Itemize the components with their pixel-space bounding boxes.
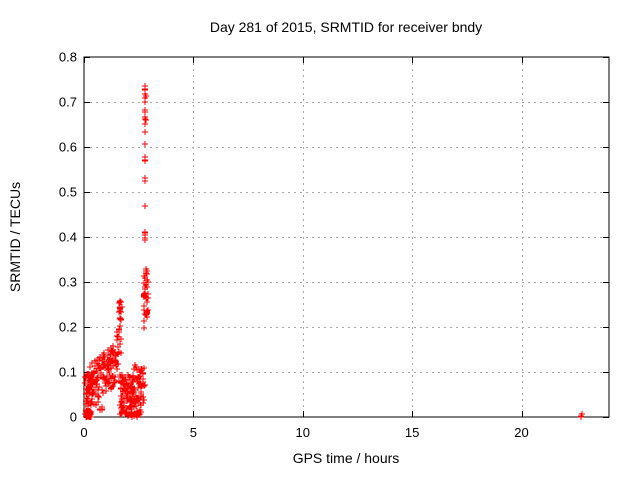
x-tick-label: 15 xyxy=(405,425,419,440)
y-tick-label: 0.1 xyxy=(59,365,77,380)
y-tick-label: 0.3 xyxy=(59,275,77,290)
grid-lines xyxy=(84,57,609,417)
y-tick-label: 0.4 xyxy=(59,230,77,245)
plot-frame xyxy=(83,56,610,418)
y-tick-label: 0.5 xyxy=(59,185,77,200)
y-tick-label: 0.7 xyxy=(59,95,77,110)
y-tick-label: 0.2 xyxy=(59,320,77,335)
y-axis-label: SRMTID / TECUs xyxy=(7,182,23,292)
x-tick-label: 5 xyxy=(190,425,197,440)
x-axis-label: GPS time / hours xyxy=(293,450,400,466)
y-tick-label: 0 xyxy=(70,410,77,425)
axis-tick-labels: 0 5 10 15 20 0 0.1 0.2 0.3 0.4 0.5 0.6 0.7 0.8 xyxy=(59,50,529,441)
x-tick-label: 10 xyxy=(296,425,310,440)
y-tick-label: 0.6 xyxy=(59,140,77,155)
scatter-points xyxy=(82,83,585,420)
chart-title: Day 281 of 2015, SRMTID for receiver bnd… xyxy=(210,19,482,35)
x-tick-label: 0 xyxy=(80,425,87,440)
y-tick-label: 0.8 xyxy=(59,50,77,65)
x-tick-label: 20 xyxy=(514,425,528,440)
